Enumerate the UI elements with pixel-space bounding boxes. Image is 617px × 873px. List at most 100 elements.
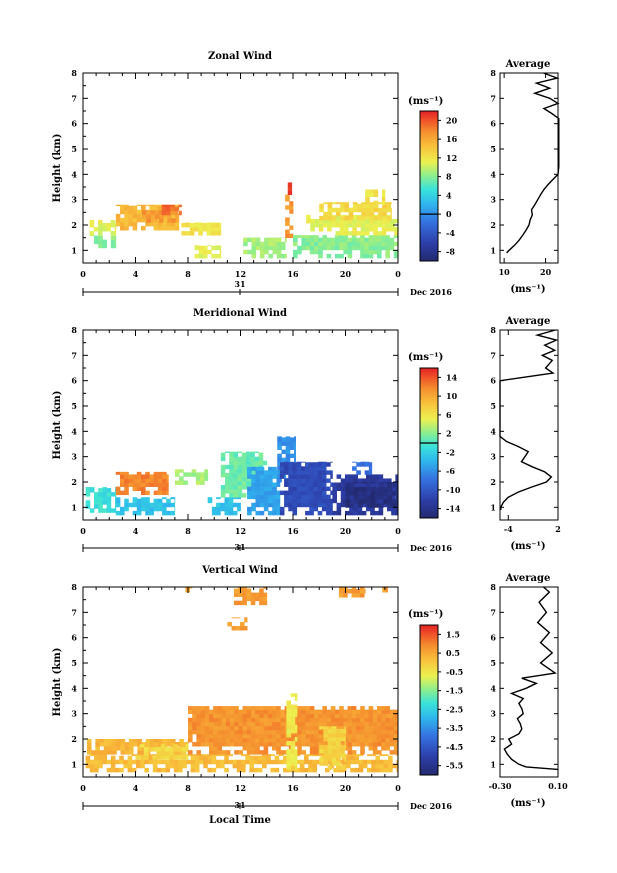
field-cell <box>249 767 255 773</box>
field-cell <box>359 589 365 594</box>
field-cell <box>378 510 384 516</box>
field-cell <box>219 253 222 259</box>
field-cell <box>106 759 112 765</box>
field-cell <box>365 482 371 487</box>
field-cell <box>245 759 250 765</box>
field-cell <box>308 763 313 769</box>
field-cell <box>309 729 315 735</box>
field-cell <box>270 767 276 773</box>
field-cell <box>173 747 178 752</box>
field-cell <box>387 503 393 508</box>
field-cell <box>341 755 347 761</box>
field-cell <box>285 194 290 198</box>
field-cell <box>369 222 374 228</box>
field-cell <box>131 754 137 757</box>
field-cell <box>360 737 365 743</box>
field-cell <box>145 478 150 483</box>
field-cell <box>285 205 290 210</box>
field-cell <box>365 189 370 193</box>
field-cell <box>238 737 243 743</box>
field-cell <box>322 742 327 747</box>
field-cell <box>250 460 255 466</box>
field-cell <box>322 713 327 719</box>
field-cell <box>345 495 351 500</box>
field-cell <box>207 249 212 255</box>
y-tick-label: 7 <box>71 350 77 360</box>
field-cell <box>340 478 346 483</box>
field-cell <box>178 204 182 208</box>
field-cell <box>246 588 252 593</box>
field-cell <box>390 215 392 221</box>
field-cell <box>378 215 383 221</box>
field-cell <box>135 755 141 760</box>
field-cell <box>232 502 238 508</box>
field-cell <box>268 241 273 247</box>
field-cell <box>309 725 315 731</box>
field-cell <box>157 490 163 496</box>
field-cell <box>394 218 399 224</box>
field-cell <box>107 742 113 747</box>
field-cell <box>251 249 257 255</box>
field-cell <box>237 489 243 494</box>
field-cell <box>89 508 95 513</box>
field-cell <box>209 746 214 751</box>
y-tick-label: 3 <box>71 452 77 462</box>
field-cell <box>169 763 175 769</box>
field-cell <box>115 759 120 765</box>
field-cell <box>228 754 234 757</box>
field-cell <box>148 759 154 765</box>
field-cell <box>332 498 337 504</box>
field-cell <box>381 222 387 228</box>
field-cell <box>294 704 298 709</box>
field-cell <box>317 461 323 463</box>
field-cell <box>219 245 222 251</box>
field-cell <box>235 617 241 619</box>
field-cell <box>254 456 260 462</box>
field-cell <box>158 209 164 211</box>
field-cell <box>286 704 292 709</box>
field-cell <box>381 733 386 739</box>
field-cell <box>229 493 234 498</box>
field-cell <box>309 746 315 751</box>
field-cell <box>272 725 277 731</box>
field-cell <box>381 713 386 719</box>
panel-title: Zonal Wind <box>208 51 272 62</box>
field-cell <box>365 478 371 483</box>
field-cell <box>120 205 125 211</box>
field-cell <box>229 480 234 486</box>
field-cell <box>238 750 243 755</box>
field-cell <box>317 486 323 492</box>
field-cell <box>170 502 176 508</box>
field-cell <box>102 755 108 761</box>
field-cell <box>351 589 357 594</box>
field-cell <box>94 504 99 509</box>
field-cell <box>277 473 282 479</box>
field-cell <box>313 482 319 487</box>
field-cell <box>170 213 176 219</box>
field-cell <box>375 759 381 765</box>
field-cell <box>344 726 346 730</box>
x-axis-label: Local Time <box>209 815 271 826</box>
field-cell <box>106 496 112 501</box>
field-cell <box>133 742 138 747</box>
field-cell <box>160 751 166 756</box>
field-cell <box>389 742 395 747</box>
field-cell <box>368 466 373 471</box>
field-cell <box>128 221 134 227</box>
colorbar-tick-label: 10 <box>446 391 458 401</box>
field-cell <box>277 469 282 475</box>
field-cell <box>370 510 375 516</box>
field-cell <box>207 767 213 773</box>
field-cell <box>381 235 386 239</box>
x-tick-label: 16 <box>287 269 299 279</box>
field-cell <box>242 717 248 723</box>
field-cell <box>360 729 365 735</box>
field-cell <box>241 754 246 757</box>
field-cell <box>124 478 129 483</box>
x-tick-label: 20 <box>340 783 352 793</box>
field-cell <box>370 503 376 508</box>
field-cell <box>294 449 297 455</box>
field-cell <box>185 747 189 752</box>
field-cell <box>267 709 273 715</box>
